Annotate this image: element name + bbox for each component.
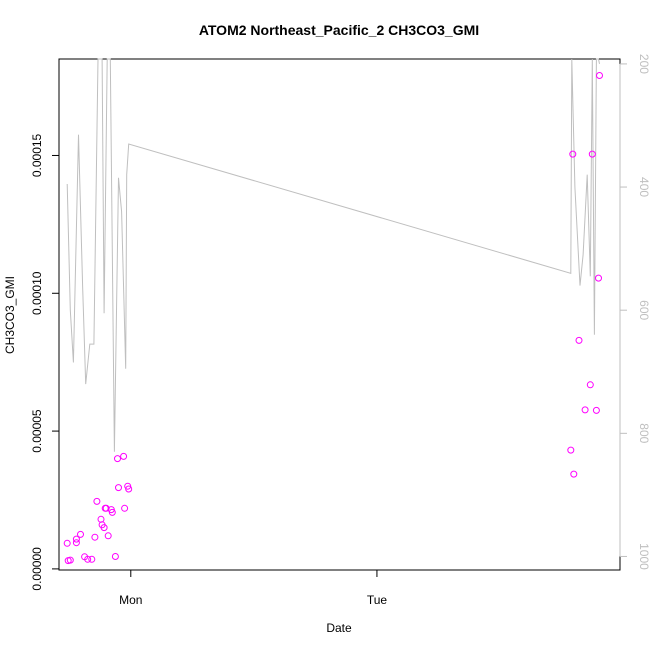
x-axis: Mon Tue	[119, 569, 388, 607]
data-point	[581, 406, 589, 414]
data-point	[595, 274, 602, 282]
data-point	[102, 504, 110, 512]
right-tick-label: 1000	[637, 543, 650, 570]
data-point	[84, 555, 92, 563]
data-point	[115, 484, 122, 492]
data-point	[108, 508, 116, 516]
data-point	[77, 530, 84, 538]
y-tick-label: 0.00000	[30, 547, 44, 591]
y-axis-right: 200 400 600 800 1000	[619, 54, 650, 570]
data-point	[100, 524, 108, 532]
data-point	[72, 535, 80, 543]
data-point	[88, 555, 96, 563]
data-point	[63, 539, 71, 547]
right-tick-label: 200	[637, 54, 650, 74]
data-point	[111, 553, 119, 560]
data-point	[570, 470, 578, 478]
data-point	[125, 485, 133, 493]
data-point	[592, 406, 600, 414]
data-point	[596, 72, 603, 79]
data-point	[104, 532, 112, 540]
data-point	[97, 515, 105, 523]
data-point	[91, 533, 99, 541]
data-point	[569, 150, 577, 158]
y-axis-label: CH3CO3_GMI	[3, 276, 17, 354]
x-tick-label: Mon	[119, 593, 142, 607]
right-tick-label: 400	[637, 177, 650, 197]
x-tick-label: Tue	[367, 593, 388, 607]
profile-line	[66, 58, 600, 452]
y-axis-left: 0.00000 0.00005 0.00010 0.00015	[30, 133, 60, 591]
y-tick-label: 0.00015	[30, 133, 44, 177]
right-tick-label: 800	[637, 423, 650, 443]
right-tick-label: 600	[637, 300, 650, 320]
data-point	[114, 455, 121, 463]
plot-frame	[58, 58, 621, 571]
y-tick-label: 0.00010	[30, 271, 44, 315]
data-point	[567, 446, 575, 454]
data-point	[575, 336, 583, 344]
data-point	[66, 556, 74, 564]
data-point	[588, 150, 596, 158]
data-point	[72, 539, 80, 547]
x-axis-label: Date	[326, 621, 352, 635]
chart-title: ATOM2 Northeast_Pacific_2 CH3CO3_GMI	[199, 22, 479, 38]
data-point	[586, 381, 594, 389]
series-layer	[63, 58, 603, 565]
data-point	[120, 452, 128, 460]
data-point	[93, 497, 101, 505]
data-point	[121, 504, 129, 512]
y-tick-label: 0.00005	[30, 409, 44, 453]
